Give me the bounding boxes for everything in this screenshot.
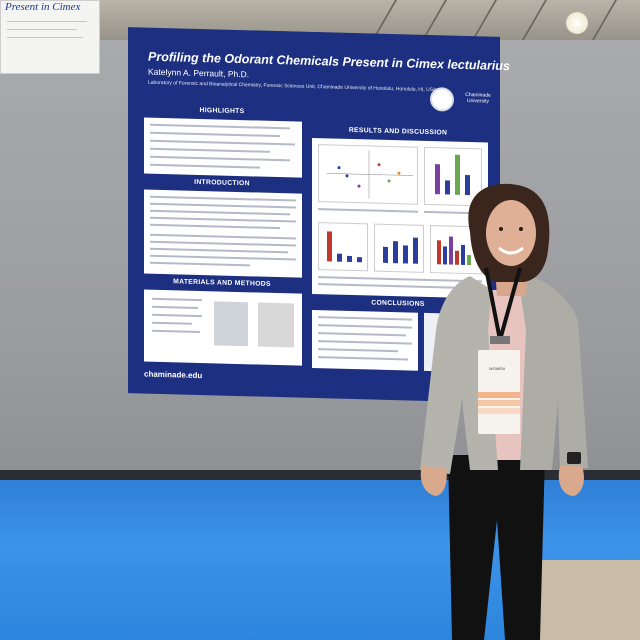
results-box <box>312 137 488 299</box>
text-line <box>7 37 83 38</box>
face <box>486 200 536 266</box>
right-eye <box>519 227 523 231</box>
right-hand <box>558 466 584 496</box>
neighbor-sign-text: Present in Cimex <box>5 1 81 13</box>
badge-stripe <box>478 408 520 414</box>
research-poster: Profiling the Odorant Chemicals Present … <box>128 27 510 403</box>
smile <box>498 246 524 255</box>
text-line <box>7 21 87 22</box>
neighbor-poster-sign: Present in Cimex <box>0 0 100 74</box>
left-eye <box>499 227 503 231</box>
left-hand <box>420 466 447 496</box>
jacket-right <box>520 276 588 470</box>
badge-stripe <box>478 400 520 406</box>
ceiling-light <box>566 12 588 34</box>
hair-fringe <box>486 188 536 214</box>
scatter-plot-figure <box>318 144 418 205</box>
badge-stripe <box>478 392 520 398</box>
text-line <box>7 29 77 30</box>
badge-clip <box>490 336 510 344</box>
black-pants <box>448 455 545 640</box>
badge-text: WOMEN <box>489 366 505 371</box>
scatter-plot-svg <box>327 150 413 199</box>
watch-icon <box>567 452 581 464</box>
